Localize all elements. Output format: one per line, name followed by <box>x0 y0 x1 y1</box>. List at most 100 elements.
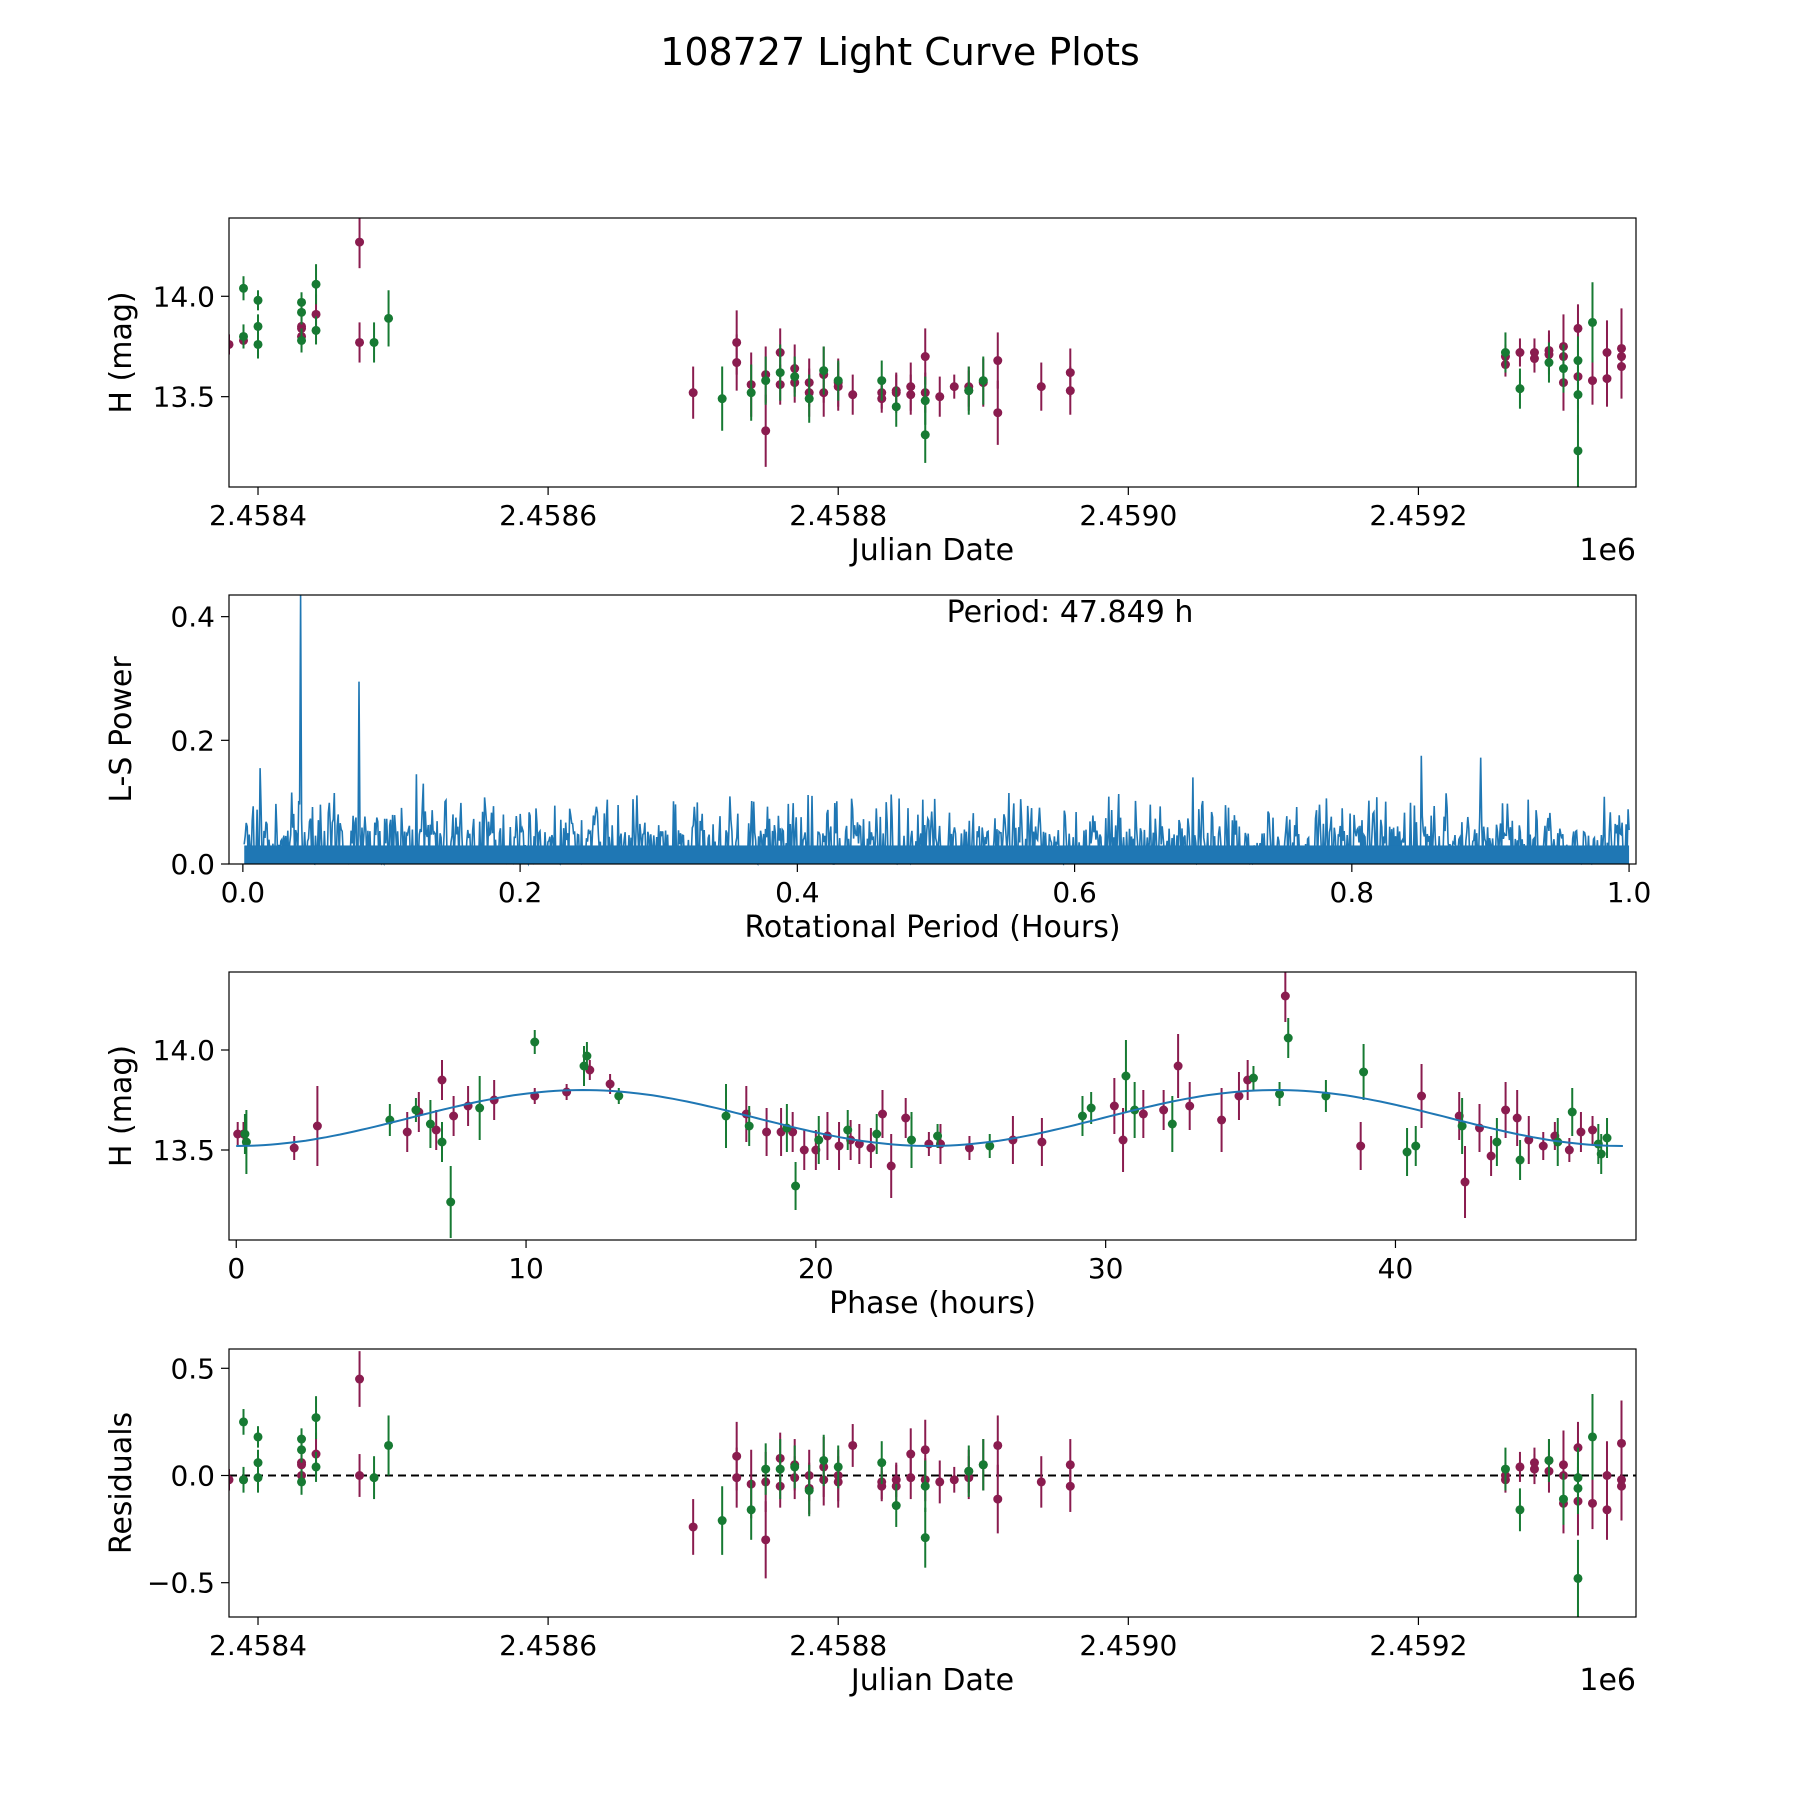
data-point-maroon <box>886 1161 896 1171</box>
data-point-green <box>804 394 814 404</box>
data-point-maroon <box>1118 1135 1128 1145</box>
data-point-green <box>239 283 249 293</box>
data-point-green <box>411 1105 421 1115</box>
y-tick-label: 0.4 <box>170 601 215 634</box>
x-tick-label: 2.4590 <box>1079 1629 1177 1662</box>
data-point-green <box>843 1125 853 1135</box>
data-point-maroon <box>1109 1101 1119 1111</box>
data-point-maroon <box>1280 991 1290 1001</box>
data-point-maroon <box>355 1470 365 1480</box>
data-point-maroon <box>993 408 1003 418</box>
data-point-green <box>920 430 930 440</box>
data-point-green <box>253 1473 263 1483</box>
x-tick-label: 40 <box>1378 1252 1414 1285</box>
data-point-maroon <box>891 1475 901 1485</box>
data-point-maroon <box>1159 1105 1169 1115</box>
data-point-green <box>790 372 800 382</box>
data-point-maroon <box>906 1449 916 1459</box>
data-point-green <box>1283 1033 1293 1043</box>
plot-frame <box>228 217 1637 488</box>
data-point-maroon <box>1036 1477 1046 1487</box>
data-point-maroon <box>355 337 365 347</box>
data-point-maroon <box>1587 376 1597 386</box>
y-axis-label: L-S Power <box>104 656 139 803</box>
data-point-green <box>311 1462 321 1472</box>
data-point-maroon <box>1512 1113 1522 1123</box>
data-point-maroon <box>1538 1141 1548 1151</box>
y-tick-label: 0.5 <box>170 1352 215 1385</box>
data-point-maroon <box>1065 1481 1075 1491</box>
fit-curve <box>236 1088 1623 1148</box>
plot-frame <box>228 1348 1637 1618</box>
y-tick-label: 0.2 <box>170 724 215 757</box>
data-point-green <box>297 1434 307 1444</box>
data-point-maroon <box>1616 343 1626 353</box>
data-point-maroon <box>799 1145 809 1155</box>
data-point-green <box>239 331 249 341</box>
data-point-maroon <box>289 1143 299 1153</box>
data-point-green <box>384 313 394 323</box>
data-point-maroon <box>1529 1464 1539 1474</box>
data-point-maroon <box>1036 382 1046 392</box>
data-point-maroon <box>1417 1091 1427 1101</box>
data-point-maroon <box>906 382 916 392</box>
data-point-green <box>985 1141 995 1151</box>
data-point-green <box>1248 1073 1258 1083</box>
data-point-green <box>964 1466 974 1476</box>
data-point-green <box>1573 1573 1583 1583</box>
data-points <box>233 972 1612 1238</box>
data-point-maroon <box>1587 1498 1597 1508</box>
data-point-green <box>1587 1432 1597 1442</box>
data-point-maroon <box>1173 1061 1183 1071</box>
data-point-maroon <box>1564 1145 1574 1155</box>
data-point-green <box>369 337 379 347</box>
x-axis-label: Phase (hours) <box>829 1286 1036 1321</box>
data-point-green <box>891 1501 901 1511</box>
data-point-maroon <box>949 1475 959 1485</box>
data-point-maroon <box>312 1121 322 1131</box>
data-point-maroon <box>935 392 945 402</box>
data-point-maroon <box>1217 1115 1227 1125</box>
data-point-green <box>1077 1111 1087 1121</box>
x-tick-label: 2.4584 <box>209 499 307 532</box>
data-point-green <box>311 279 321 289</box>
data-point-green <box>775 368 785 378</box>
data-point-green <box>791 1181 801 1191</box>
data-point-green <box>1515 1155 1525 1165</box>
x-tick-label: 2.4588 <box>789 499 887 532</box>
x-tick-label: 0.4 <box>775 876 820 909</box>
data-point-green <box>1492 1137 1502 1147</box>
data-point-green <box>311 1413 321 1423</box>
data-point-maroon <box>562 1087 572 1097</box>
data-point-green <box>1567 1107 1577 1117</box>
y-tick-label: −0.5 <box>147 1567 215 1600</box>
data-point-maroon <box>1573 323 1583 333</box>
power-spectrum-line <box>243 594 1630 867</box>
data-point-green <box>819 366 829 376</box>
data-point-green <box>1167 1119 1177 1129</box>
y-tick-label: 13.5 <box>153 1134 215 1167</box>
data-point-maroon <box>229 1475 234 1485</box>
data-point-green <box>978 1460 988 1470</box>
data-point-maroon <box>1501 1105 1511 1115</box>
data-point-maroon <box>848 1440 858 1450</box>
data-point-maroon <box>761 1535 771 1545</box>
data-point-green <box>582 1051 592 1061</box>
data-point-maroon <box>1185 1101 1195 1111</box>
data-point-green <box>814 1135 824 1145</box>
data-point-maroon <box>1616 1438 1626 1448</box>
y-tick-label: 13.5 <box>153 381 215 414</box>
data-point-green <box>761 376 771 386</box>
x-tick-label: 0 <box>227 1252 245 1285</box>
data-point-maroon <box>1356 1141 1366 1151</box>
data-point-green <box>437 1137 447 1147</box>
data-point-green <box>906 1135 916 1145</box>
data-point-maroon <box>1486 1151 1496 1161</box>
data-point-green <box>1573 356 1583 366</box>
data-point-maroon <box>901 1113 911 1123</box>
data-points <box>229 218 1626 487</box>
data-point-green <box>717 1516 727 1526</box>
data-point-green <box>1558 364 1568 374</box>
data-point-green <box>1500 1464 1510 1474</box>
data-point-green <box>239 1475 249 1485</box>
